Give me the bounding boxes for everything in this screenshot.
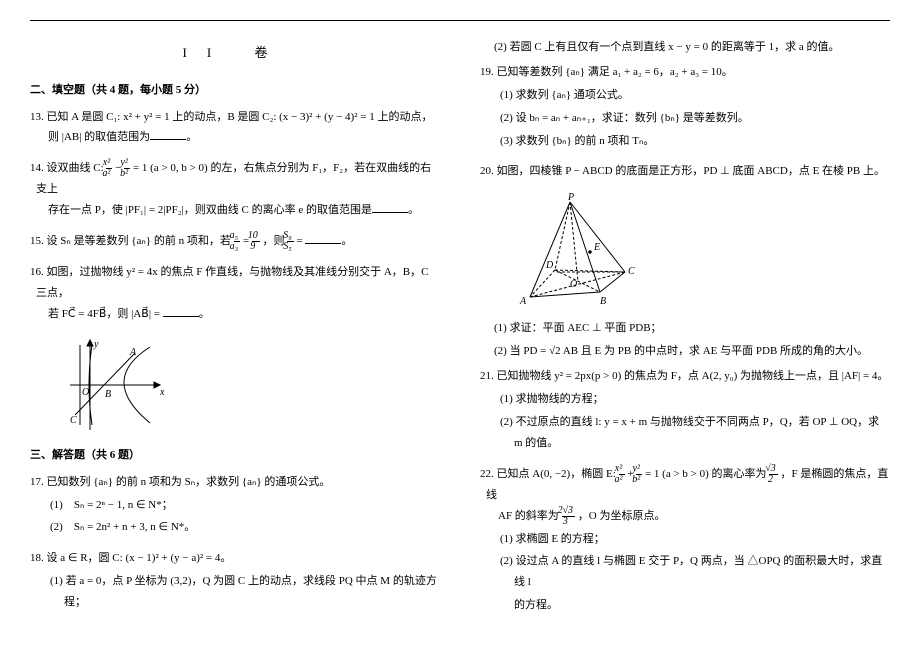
q14-frac1: x²a² bbox=[106, 158, 112, 179]
q19-sub3: (3) 求数列 {bₙ} 的前 n 项和 Tₙ。 bbox=[486, 131, 890, 152]
sheet-title: II 卷 bbox=[30, 41, 440, 66]
q21-sub2: (2) 不过原点的直线 l: y = x + m 与抛物线交于不同两点 P，Q，… bbox=[486, 412, 890, 454]
question-15: 15. 设 Sₙ 是等差数列 {aₙ} 的前 n 项和，若 a₅a₃ = 109… bbox=[30, 231, 440, 252]
question-22: 22. 已知点 A(0, −2)，椭圆 E: x²a² + y²b² = 1 (… bbox=[480, 464, 890, 616]
figure-16-parabola: y x A B C O bbox=[60, 335, 170, 435]
fig20-label-E: E bbox=[593, 242, 600, 253]
q21-text: 21. 已知抛物线 y² = 2px(p > 0) 的焦点为 F，点 A(2, … bbox=[480, 370, 888, 382]
right-column: (2) 若圆 C 上有且仅有一个点到直线 x − y = 0 的距离等于 1，求… bbox=[480, 31, 890, 626]
q22-frac1: x²a² bbox=[619, 464, 625, 485]
blank-16 bbox=[163, 316, 199, 317]
page-container: II 卷 二、填空题（共 4 题，每小题 5 分） 13. 已知 A 是圆 C₁… bbox=[30, 20, 890, 626]
fig16-label-x: x bbox=[159, 387, 165, 398]
q15c-text: = bbox=[297, 235, 306, 247]
fig20-label-D: D bbox=[545, 260, 554, 271]
q14-text: 14. 设双曲线 C: bbox=[30, 162, 106, 174]
question-13: 13. 已知 A 是圆 C₁: x² + y² = 1 上的动点，B 是圆 C₂… bbox=[30, 107, 440, 149]
blank-13 bbox=[150, 139, 186, 140]
fig20-label-O: O bbox=[570, 279, 577, 290]
q20-sub1: (1) 求证：平面 AEC ⊥ 平面 PDB； bbox=[480, 318, 890, 339]
q21-sub1: (1) 求抛物线的方程； bbox=[486, 389, 890, 410]
fig16-label-y: y bbox=[93, 339, 99, 350]
q14-frac2: y²b² bbox=[124, 158, 130, 179]
blank-14 bbox=[372, 212, 408, 213]
figure-20-pyramid: P A B C D E O bbox=[510, 192, 650, 312]
question-21: 21. 已知抛物线 y² = 2px(p > 0) 的焦点为 F，点 A(2, … bbox=[480, 366, 890, 454]
question-20: 20. 如图，四棱锥 P − ABCD 的底面是正方形，PD ⊥ 底面 ABCD… bbox=[480, 161, 890, 182]
q18-text: 18. 设 a ∈ R，圆 C: (x − 1)² + (y − a)² = 4… bbox=[30, 552, 231, 564]
q22-frac2: y²b² bbox=[636, 464, 642, 485]
fig20-label-B: B bbox=[600, 296, 606, 307]
q17-sub1: (1) Sₙ = 2ⁿ − 1, n ∈ N*； bbox=[36, 495, 440, 516]
q19-sub1: (1) 求数列 {aₙ} 通项公式。 bbox=[486, 85, 890, 106]
fig16-label-B: B bbox=[105, 389, 111, 400]
blank-15 bbox=[305, 243, 341, 244]
fig16-label-O: O bbox=[82, 387, 89, 398]
fig20-label-P: P bbox=[567, 192, 574, 203]
q13b-text: 则 |AB| 的取值范围为 bbox=[36, 131, 150, 143]
question-14: 14. 设双曲线 C: x²a² − y²b² = 1 (a > 0, b > … bbox=[30, 158, 440, 221]
q15-frac1: a₅a₃ bbox=[234, 231, 240, 252]
question-17: 17. 已知数列 {aₙ} 的前 n 项和为 Sₙ，求数列 {aₙ} 的通项公式… bbox=[30, 472, 440, 539]
fig20-label-C: C bbox=[628, 266, 635, 277]
q20-text: 20. 如图，四棱锥 P − ABCD 的底面是正方形，PD ⊥ 底面 ABCD… bbox=[480, 165, 885, 177]
q22-sub2b: 的方程。 bbox=[486, 595, 890, 616]
q22-sub1: (1) 求椭圆 E 的方程； bbox=[486, 529, 890, 550]
q19-text: 19. 已知等差数列 {aₙ} 满足 a₁ + a₂ = 6，a₂ + a₃ =… bbox=[480, 66, 733, 78]
q19-sub2: (2) 设 bₙ = aₙ + aₙ₊₁，求证：数列 {bₙ} 是等差数列。 bbox=[486, 108, 890, 129]
q14c-text: 存在一点 P，使 |PF₁| = 2|PF₂|，则双曲线 C 的离心率 e 的取… bbox=[36, 204, 372, 216]
q15-frac2: 109 bbox=[252, 231, 260, 252]
q16-text: 16. 如图，过抛物线 y² = 4x 的焦点 F 作直线，与抛物线及其准线分别… bbox=[30, 266, 429, 299]
q22-sub2: (2) 设过点 A 的直线 l 与椭圆 E 交于 P，Q 两点，当 △OPQ 的… bbox=[486, 551, 890, 593]
question-19: 19. 已知等差数列 {aₙ} 满足 a₁ + a₂ = 6，a₂ + a₃ =… bbox=[480, 62, 890, 152]
q13-text: 13. 已知 A 是圆 C₁: x² + y² = 1 上的动点，B 是圆 C₂… bbox=[30, 111, 432, 123]
q18-sub2: (2) 若圆 C 上有且仅有一个点到直线 x − y = 0 的距离等于 1，求… bbox=[480, 37, 890, 58]
q22-ecc: √32 bbox=[769, 464, 778, 485]
q20-sub2: (2) 当 PD = √2 AB 且 E 为 PB 的中点时，求 AE 与平面 … bbox=[480, 341, 890, 362]
q22e-text: ，O 为坐标原点。 bbox=[578, 510, 666, 522]
q22-k: 2√33 bbox=[562, 506, 576, 527]
q22d-text: AF 的斜率为 bbox=[486, 510, 562, 522]
q16b-text: 若 FC⃗ = 4FB⃗，则 |AB⃗| = bbox=[36, 308, 163, 320]
fig16-label-A: A bbox=[129, 347, 137, 358]
q17-text: 17. 已知数列 {aₙ} 的前 n 项和为 Sₙ，求数列 {aₙ} 的通项公式… bbox=[30, 476, 330, 488]
section-solve-heading: 三、解答题（共 6 题） bbox=[30, 445, 440, 466]
left-column: II 卷 二、填空题（共 4 题，每小题 5 分） 13. 已知 A 是圆 C₁… bbox=[30, 31, 440, 626]
question-18: 18. 设 a ∈ R，圆 C: (x − 1)² + (y − a)² = 4… bbox=[30, 548, 440, 613]
q22-text: 22. 已知点 A(0, −2)，椭圆 E: bbox=[480, 468, 619, 480]
question-16: 16. 如图，过抛物线 y² = 4x 的焦点 F 作直线，与抛物线及其准线分别… bbox=[30, 262, 440, 325]
q22b-text: 的离心率为 bbox=[712, 468, 770, 480]
q15-frac3: S₉S₅ bbox=[287, 231, 293, 252]
q15-text: 15. 设 Sₙ 是等差数列 {aₙ} 的前 n 项和，若 bbox=[30, 235, 234, 247]
fig20-label-A: A bbox=[519, 296, 527, 307]
q17-sub2: (2) Sₙ = 2n² + n + 3, n ∈ N*。 bbox=[36, 517, 440, 538]
section-fill-heading: 二、填空题（共 4 题，每小题 5 分） bbox=[30, 80, 440, 101]
fig16-label-C: C bbox=[70, 415, 77, 426]
q18-sub1: (1) 若 a = 0，点 P 坐标为 (3,2)，Q 为圆 C 上的动点，求线… bbox=[36, 571, 440, 613]
